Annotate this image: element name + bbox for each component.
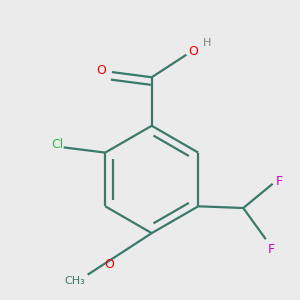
- Text: H: H: [203, 38, 212, 48]
- Text: O: O: [188, 45, 198, 58]
- Text: O: O: [96, 64, 106, 77]
- Text: Cl: Cl: [51, 138, 64, 151]
- Text: F: F: [275, 175, 283, 188]
- Text: CH₃: CH₃: [64, 276, 85, 286]
- Text: O: O: [104, 258, 114, 272]
- Text: F: F: [268, 243, 274, 256]
